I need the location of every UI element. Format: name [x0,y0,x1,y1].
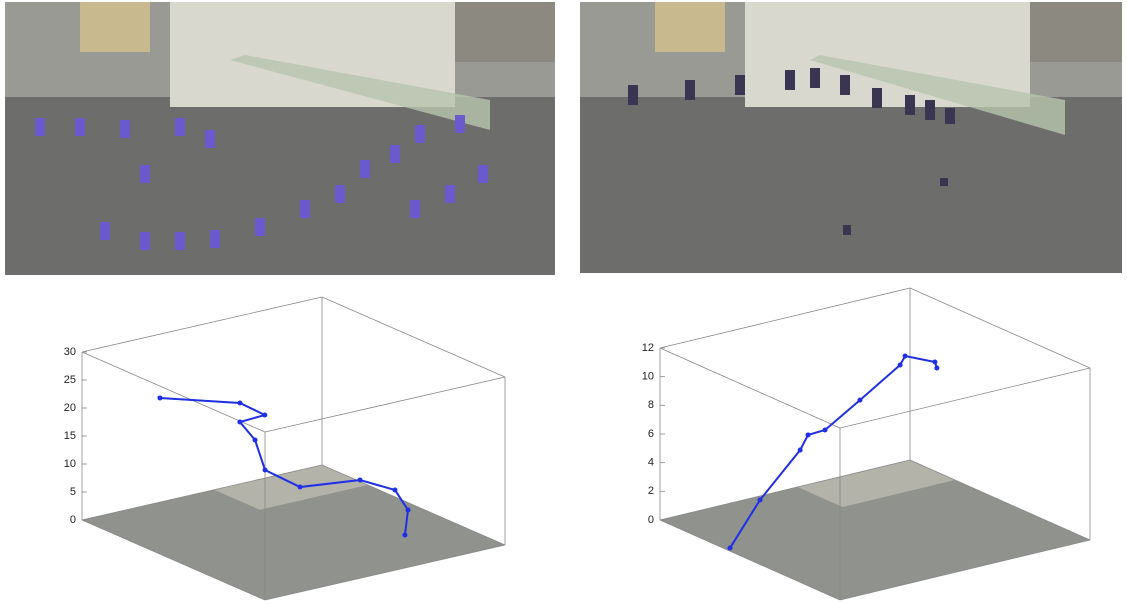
box-edge [659,287,911,349]
box-edge [81,464,323,521]
z-tick-label: 0 [648,514,654,526]
z-tick-label: 2 [648,485,654,497]
trajectory-point [727,545,733,551]
z-tick-label: 5 [70,486,76,498]
trajectory-point [797,447,803,453]
trajectory-point [934,365,940,371]
trajectory-point [897,362,903,368]
box-edge [81,519,266,601]
floor-wall [214,465,368,510]
box-edge [81,296,323,353]
box-edge [264,376,506,433]
z-tick-label: 0 [70,514,76,526]
trajectory-point [262,467,268,473]
trajectory-point [357,477,363,483]
floor-image [82,465,505,600]
trajectory-point [297,484,303,490]
floor-wall [797,460,955,507]
trajectory-point [392,487,398,493]
box-edge [659,459,911,521]
trajectory-point [262,412,268,418]
box-edge [839,367,1091,429]
trajectory-point [402,532,408,538]
trajectory-point [805,432,811,438]
floor-image [660,460,1090,600]
z-tick-label: 30 [64,346,76,358]
box-edge [659,347,841,429]
photo-left [5,2,555,275]
trajectory-point [405,507,411,513]
box-edge [321,464,506,546]
trajectory-point [902,353,908,359]
photo-right [580,2,1122,273]
trajectory-point [857,397,863,403]
z-tick-label: 4 [648,457,654,469]
trajectory [729,354,938,549]
z-tick-label: 8 [648,399,654,411]
box-edge [909,459,1091,541]
box-edge [321,296,506,378]
z-tick-label: 20 [64,402,76,414]
trajectory-point [237,419,243,425]
trajectory-point [932,359,938,365]
box-edge [81,351,266,433]
trajectory-point [157,395,163,401]
z-tick-label: 25 [64,374,76,386]
trajectory-point [237,400,243,406]
box-edge [264,544,506,601]
box-edge [839,539,1091,601]
trajectory-point [757,497,763,503]
z-tick-label: 10 [64,458,76,470]
z-tick-label: 12 [642,342,654,354]
box-edge [659,519,841,601]
trajectory-point [252,437,258,443]
trajectory-point [822,427,828,433]
z-tick-label: 6 [648,428,654,440]
z-tick-label: 10 [642,371,654,383]
box-edge [909,287,1091,369]
z-tick-label: 15 [64,430,76,442]
